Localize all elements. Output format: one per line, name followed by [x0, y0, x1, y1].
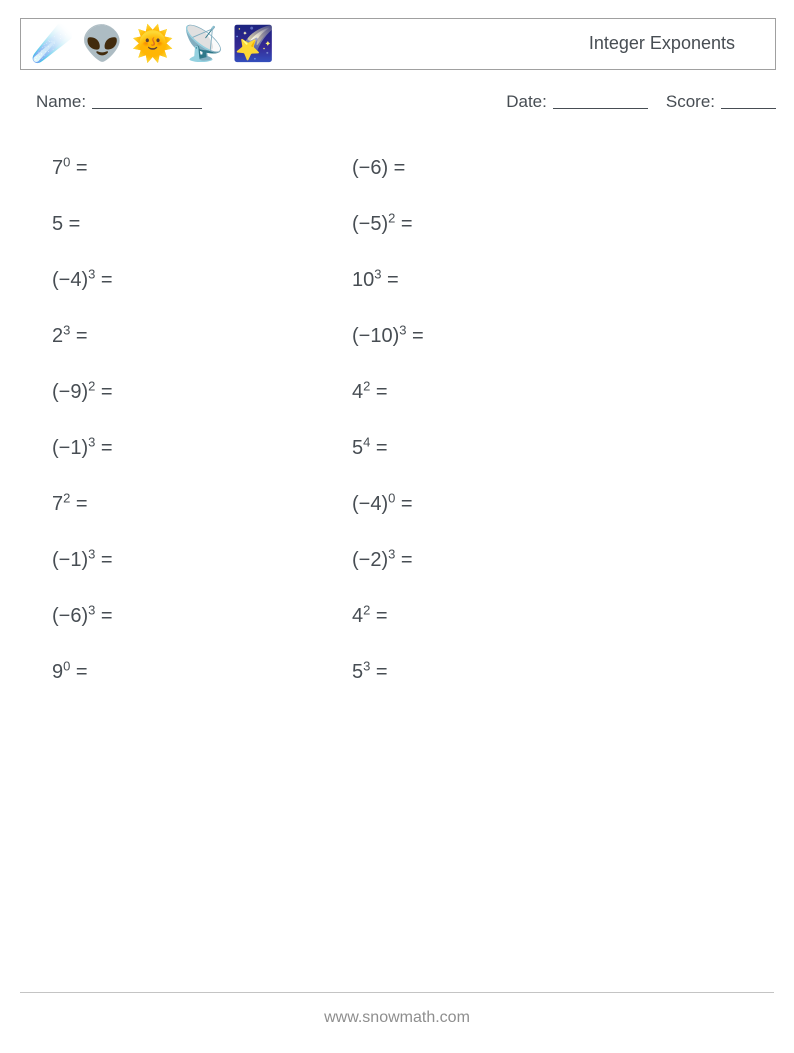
problem: 5 = — [52, 213, 352, 236]
meta-row: Name: Date: Score: — [36, 92, 776, 112]
problem: 70 = — [52, 157, 352, 180]
problem: (−2)3 = — [352, 549, 652, 572]
problem: 72 = — [52, 493, 352, 516]
problem: 54 = — [352, 437, 652, 460]
worksheet-title: Integer Exponents — [589, 33, 735, 54]
problem: 23 = — [52, 325, 352, 348]
name-blank[interactable] — [92, 92, 202, 109]
asteroid-icon: ☄️ — [31, 27, 73, 61]
problem: 42 = — [352, 381, 652, 404]
problem: (−9)2 = — [52, 381, 352, 404]
problem: (−6)3 = — [52, 605, 352, 628]
footer-text: www.snowmath.com — [0, 1009, 794, 1027]
problem: (−5)2 = — [352, 213, 652, 236]
problem: (−10)3 = — [352, 325, 652, 348]
date-label: Date: — [506, 92, 547, 112]
problem: (−4)0 = — [352, 493, 652, 516]
problem: 90 = — [52, 661, 352, 684]
problem: 53 = — [352, 661, 652, 684]
score-label: Score: — [666, 92, 715, 112]
header-icons: ☄️ 👽 🌞 📡 🌠 — [21, 27, 275, 61]
shooting-star-icon: 🌠 — [232, 27, 274, 61]
problem: 103 = — [352, 269, 652, 292]
problem: 42 = — [352, 605, 652, 628]
problem: (−1)3 = — [52, 549, 352, 572]
problems-grid: 70 =(−6) = 5 =(−5)2 = (−4)3 =103 = 23 =(−10… — [52, 140, 652, 700]
date-blank[interactable] — [553, 92, 648, 109]
problem: (−6) = — [352, 157, 652, 180]
footer-rule — [20, 992, 774, 993]
name-label: Name: — [36, 92, 86, 112]
alien-icon: 👽 — [81, 27, 123, 61]
satellite-dish-icon: 📡 — [182, 27, 224, 61]
score-blank[interactable] — [721, 92, 776, 109]
problem: (−1)3 = — [52, 437, 352, 460]
problem: (−4)3 = — [52, 269, 352, 292]
sun-icon: 🌞 — [132, 27, 174, 61]
worksheet-header: ☄️ 👽 🌞 📡 🌠 Integer Exponents — [20, 18, 776, 70]
